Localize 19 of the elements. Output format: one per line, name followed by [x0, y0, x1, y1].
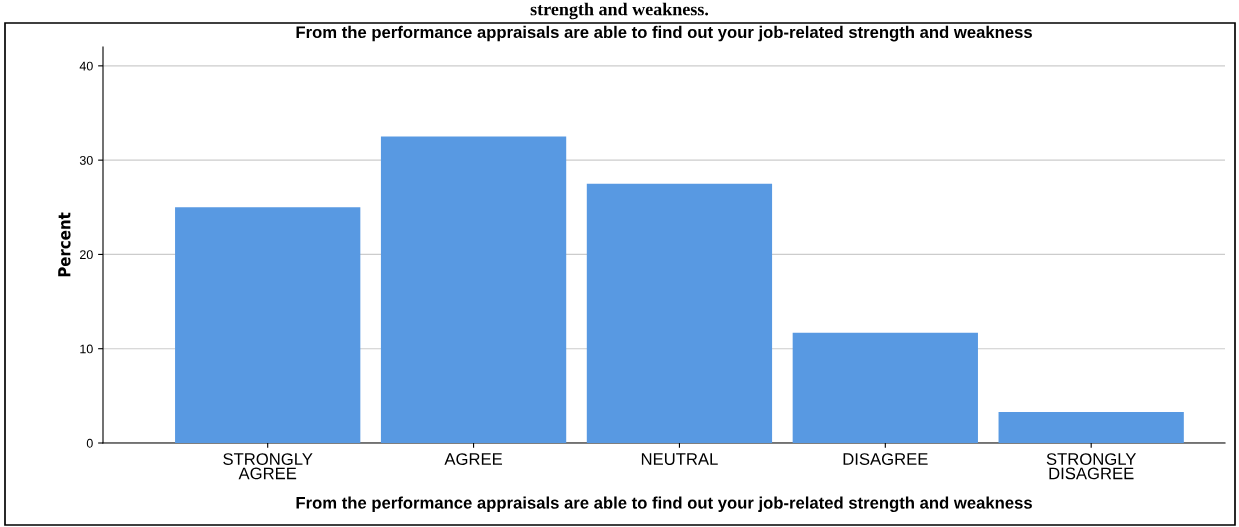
- x-tick-label: STRONGLY DISAGREE: [1046, 453, 1137, 480]
- bar: [380, 136, 567, 443]
- x-tick-label: DISAGREE: [843, 453, 928, 465]
- chart-title: From the performance appraisals are able to find out your job-related strength and weakness: [296, 25, 1032, 42]
- bar: [998, 411, 1184, 443]
- bar: [792, 332, 978, 443]
- y-tick-label: 20: [80, 250, 93, 260]
- x-tick-label: NEUTRAL: [641, 453, 718, 465]
- y-tick-label: 40: [79, 61, 93, 71]
- bar: [175, 207, 361, 443]
- y-tick-label: 10: [80, 344, 93, 354]
- x-axis-title: From the performance appraisals are able to find out your job-related strength and weakness: [296, 496, 1032, 513]
- y-tick-label: 30: [79, 155, 93, 165]
- y-axis-title: Percent: [58, 212, 71, 277]
- bar: [586, 183, 773, 443]
- x-tick-label: STRONGLY AGREE: [223, 453, 313, 480]
- text: strength and weakness.: [530, 2, 709, 20]
- y-tick-label: 0: [86, 438, 93, 448]
- x-tick-label: AGREE: [444, 453, 503, 465]
